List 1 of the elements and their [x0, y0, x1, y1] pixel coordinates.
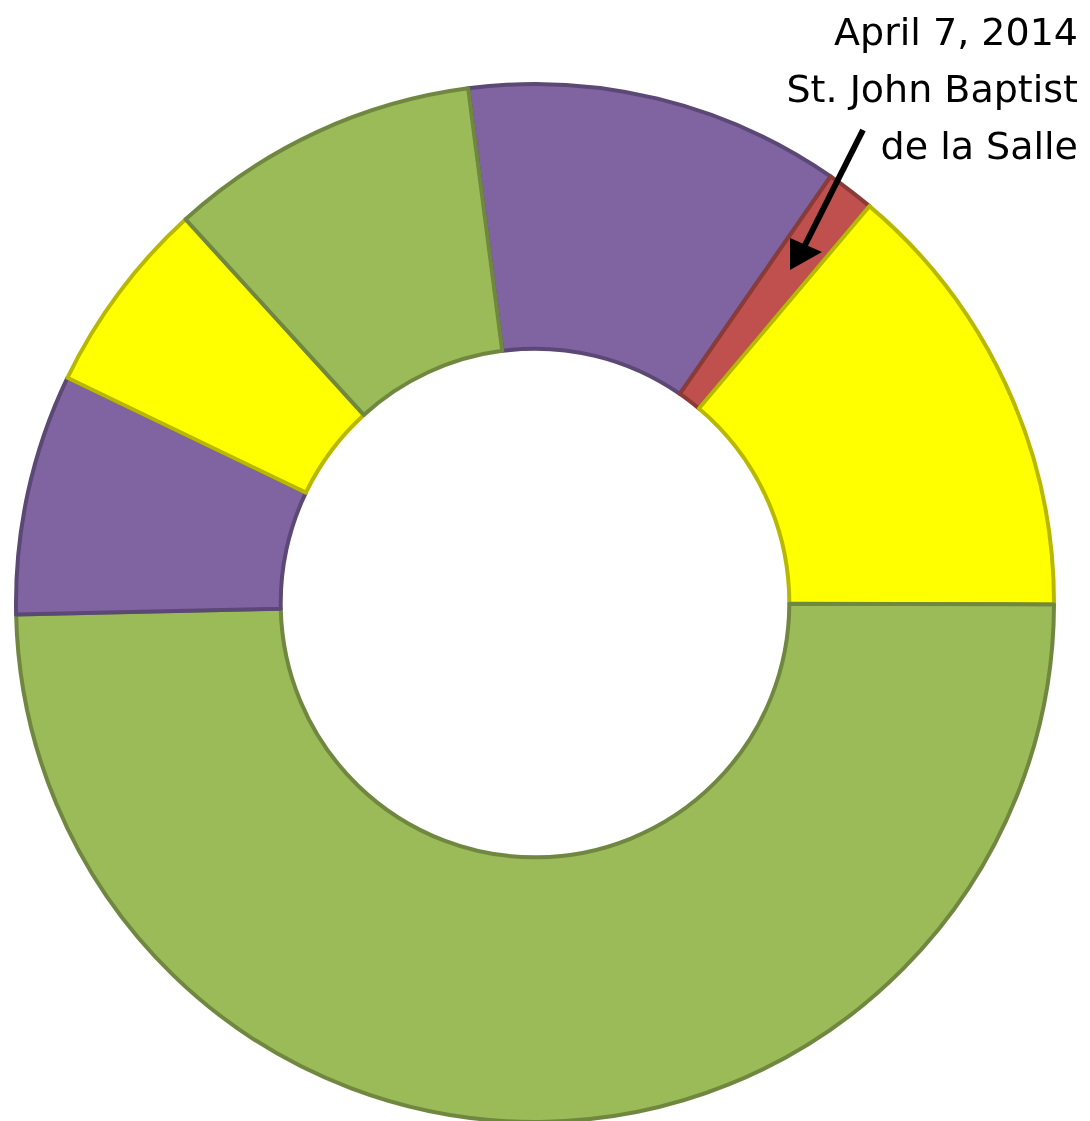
- text: April 7, 2014 St. John Baptist de la Salle: [786, 9, 1078, 170]
